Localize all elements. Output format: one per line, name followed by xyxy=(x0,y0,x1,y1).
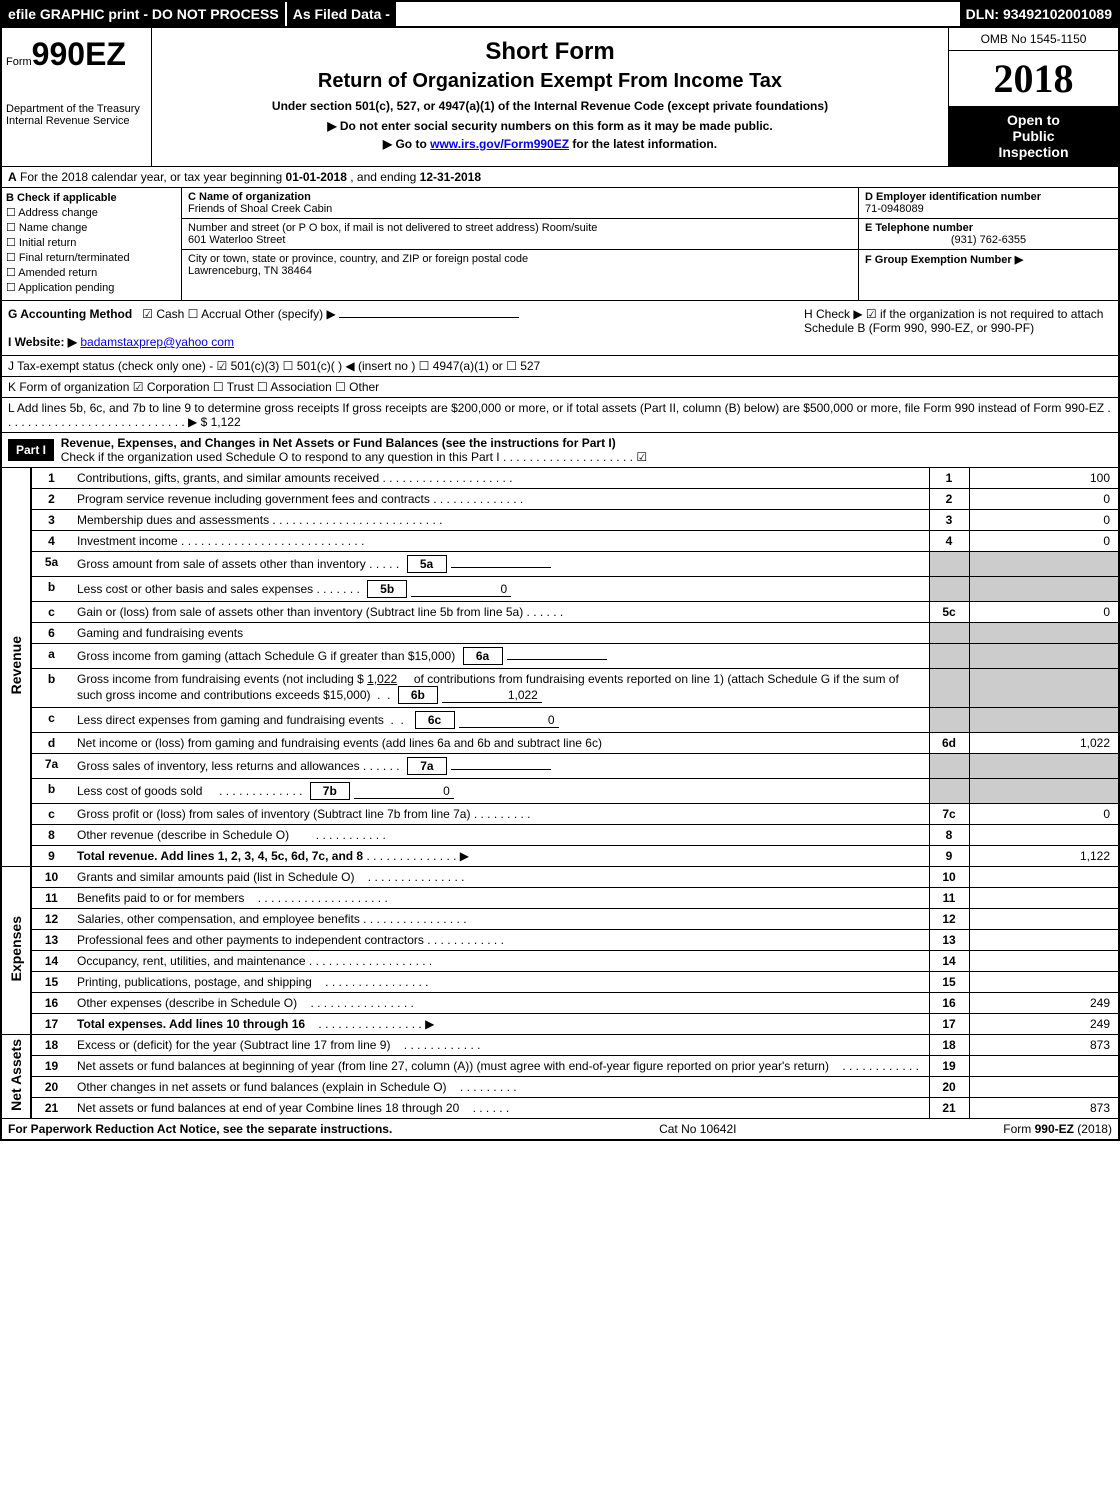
line-a: A For the 2018 calendar year, or tax yea… xyxy=(0,167,1120,188)
line-19-value xyxy=(969,1056,1119,1077)
org-city: Lawrenceburg, TN 38464 xyxy=(188,265,312,277)
irs-link[interactable]: www.irs.gov/Form990EZ xyxy=(430,137,569,151)
inspection-box: Open to Public Inspection xyxy=(949,106,1118,166)
short-form-title: Short Form xyxy=(158,38,942,66)
main-title: Return of Organization Exempt From Incom… xyxy=(158,70,942,93)
org-name: Friends of Shoal Creek Cabin xyxy=(188,203,332,215)
expenses-label: Expenses xyxy=(1,867,31,1035)
line-7c-value: 0 xyxy=(969,804,1119,825)
line-13-value xyxy=(969,930,1119,951)
part-1-badge: Part I xyxy=(8,439,54,461)
line-9-value: 1,122 xyxy=(969,846,1119,867)
cat-no: Cat No 10642I xyxy=(659,1122,736,1136)
part-1-table: Revenue 1 Contributions, gifts, grants, … xyxy=(0,468,1120,1119)
accounting-method: ☑ Cash ☐ Accrual Other (specify) ▶ xyxy=(142,307,335,321)
part-1-title: Revenue, Expenses, and Changes in Net As… xyxy=(61,436,616,450)
line-6d-value: 1,022 xyxy=(969,733,1119,754)
org-street: 601 Waterloo Street xyxy=(188,234,285,246)
telephone: (931) 762-6355 xyxy=(865,234,1112,246)
goto-line: ▶ Go to www.irs.gov/Form990EZ for the la… xyxy=(158,137,942,151)
col-def: D Employer identification number 71-0948… xyxy=(858,188,1118,300)
efile-label: efile GRAPHIC print - DO NOT PROCESS xyxy=(2,2,285,26)
check-address-change: ☐ Address change xyxy=(6,206,177,219)
as-filed-label: As Filed Data - xyxy=(287,2,396,26)
form-ref: Form 990-EZ (2018) xyxy=(1003,1122,1112,1136)
line-14-value xyxy=(969,951,1119,972)
omb-number: OMB No 1545-1150 xyxy=(949,28,1118,51)
form-header: Form 990EZ Department of the Treasury In… xyxy=(0,28,1120,167)
line-4-value: 0 xyxy=(969,531,1119,552)
line-5b-value: 0 xyxy=(411,582,511,597)
warning-line: ▶ Do not enter social security numbers o… xyxy=(158,119,942,133)
line-11-value xyxy=(969,888,1119,909)
line-5a-value xyxy=(451,567,551,568)
line-1-value: 100 xyxy=(969,468,1119,489)
line-10-value xyxy=(969,867,1119,888)
line-15-value xyxy=(969,972,1119,993)
netassets-label: Net Assets xyxy=(1,1035,31,1119)
dln-label: DLN: 93492102001089 xyxy=(960,2,1118,26)
check-final-return: ☐ Final return/terminated xyxy=(6,251,177,264)
revenue-label: Revenue xyxy=(1,468,31,867)
dept-label: Department of the Treasury xyxy=(6,103,147,115)
line-6c-value: 0 xyxy=(459,713,559,728)
col-b: B Check if applicable ☐ Address change ☐… xyxy=(2,188,182,300)
section-l: L Add lines 5b, 6c, and 7b to line 9 to … xyxy=(0,398,1120,433)
part-1-check: Check if the organization used Schedule … xyxy=(61,450,647,464)
line-16-value: 249 xyxy=(969,993,1119,1014)
section-k: K Form of organization ☑ Corporation ☐ T… xyxy=(0,377,1120,398)
line-5c-value: 0 xyxy=(969,602,1119,623)
check-name-change: ☐ Name change xyxy=(6,221,177,234)
check-amended-return: ☐ Amended return xyxy=(6,266,177,279)
tax-year: 2018 xyxy=(949,51,1118,106)
irs-label: Internal Revenue Service xyxy=(6,115,147,127)
subtitle: Under section 501(c), 527, or 4947(a)(1)… xyxy=(158,99,942,113)
line-12-value xyxy=(969,909,1119,930)
section-gh: G Accounting Method ☑ Cash ☐ Accrual Oth… xyxy=(0,301,1120,356)
top-bar: efile GRAPHIC print - DO NOT PROCESS As … xyxy=(0,0,1120,28)
section-j: J Tax-exempt status (check only one) - ☑… xyxy=(0,356,1120,377)
section-bcdef: B Check if applicable ☐ Address change ☐… xyxy=(0,188,1120,301)
line-18-value: 873 xyxy=(969,1035,1119,1056)
col-c: C Name of organization Friends of Shoal … xyxy=(182,188,858,300)
ein: 71-0948089 xyxy=(865,203,924,215)
check-initial-return: ☐ Initial return xyxy=(6,236,177,249)
line-8-value xyxy=(969,825,1119,846)
paperwork-notice: For Paperwork Reduction Act Notice, see … xyxy=(8,1122,392,1136)
line-20-value xyxy=(969,1077,1119,1098)
check-application-pending: ☐ Application pending xyxy=(6,281,177,294)
line-7b-value: 0 xyxy=(354,784,454,799)
line-2-value: 0 xyxy=(969,489,1119,510)
section-h: H Check ▶ ☑ if the organization is not r… xyxy=(798,301,1118,355)
line-3-value: 0 xyxy=(969,510,1119,531)
line-21-value: 873 xyxy=(969,1098,1119,1119)
line-6a-value xyxy=(507,659,607,660)
website-link[interactable]: badamstaxprep@yahoo com xyxy=(80,335,234,349)
line-7a-value xyxy=(451,769,551,770)
footer: For Paperwork Reduction Act Notice, see … xyxy=(0,1119,1120,1141)
part-1-header-row: Part I Revenue, Expenses, and Changes in… xyxy=(0,433,1120,468)
line-17-value: 249 xyxy=(969,1014,1119,1035)
line-6b-value: 1,022 xyxy=(442,688,542,703)
form-word: Form xyxy=(6,56,32,68)
form-number: 990EZ xyxy=(32,36,126,73)
